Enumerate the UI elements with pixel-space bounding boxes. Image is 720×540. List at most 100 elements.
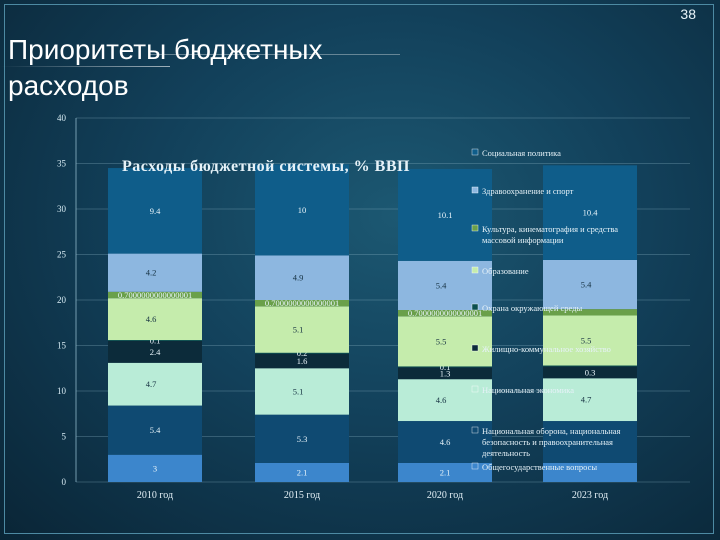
y-tick-label: 15 bbox=[57, 341, 67, 351]
data-label: 4.6 bbox=[436, 395, 447, 405]
legend-swatch bbox=[471, 224, 479, 232]
bar-segment bbox=[108, 340, 202, 363]
data-label: 5.4 bbox=[581, 280, 592, 290]
bar-segment bbox=[543, 165, 637, 260]
x-tick-label: 2020 год bbox=[427, 490, 463, 501]
data-label: 0.2 bbox=[297, 348, 308, 358]
data-label: 5.3 bbox=[297, 434, 308, 444]
bar-segment bbox=[108, 362, 202, 406]
legend-label: Культура, кинематография и средства bbox=[482, 224, 618, 234]
legend-swatch bbox=[471, 426, 479, 434]
bar-segment bbox=[255, 368, 349, 415]
data-label: 4.9 bbox=[293, 273, 304, 283]
bar-segment bbox=[108, 298, 202, 341]
bar-segment bbox=[398, 462, 492, 482]
bar-segment bbox=[398, 168, 492, 261]
data-label: 10.4 bbox=[583, 208, 599, 218]
bar-segment bbox=[108, 168, 202, 254]
legend-label: массовой информации bbox=[482, 235, 564, 245]
bar-segment bbox=[543, 315, 637, 366]
bar-segment bbox=[255, 462, 349, 482]
bar-segment bbox=[398, 367, 492, 380]
legend-swatch bbox=[471, 462, 479, 470]
data-label: 0.3 bbox=[585, 367, 596, 377]
data-label: 5.1 bbox=[293, 386, 304, 396]
data-label: 4.6 bbox=[440, 437, 451, 447]
bar-segment bbox=[543, 259, 637, 310]
data-label: 5.4 bbox=[436, 280, 447, 290]
legend-swatch bbox=[471, 385, 479, 393]
data-label: 4.7 bbox=[146, 379, 157, 389]
legend-label: безопасность и правоохранительная bbox=[482, 437, 613, 447]
bar-segment bbox=[255, 353, 349, 369]
bar-segment bbox=[255, 164, 349, 256]
legend-label: Охрана окружающей среды bbox=[482, 303, 583, 313]
legend-label: Национальная оборона, национальная bbox=[482, 426, 621, 436]
data-label: 1.3 bbox=[440, 368, 451, 378]
data-label: 2.4 bbox=[150, 347, 161, 357]
bar-segment bbox=[543, 462, 637, 482]
data-label: 9.4 bbox=[150, 206, 161, 216]
legend-swatch bbox=[471, 148, 479, 156]
bar-segment bbox=[255, 300, 349, 307]
data-label: 5.5 bbox=[581, 335, 592, 345]
bar-segment bbox=[108, 291, 202, 299]
page-number: 38 bbox=[680, 6, 696, 22]
bar-segment bbox=[108, 405, 202, 455]
title-decor-line-2 bbox=[150, 54, 400, 55]
bar-segment bbox=[398, 310, 492, 317]
y-tick-label: 10 bbox=[57, 386, 67, 396]
legend-swatch bbox=[471, 303, 479, 311]
data-label: 2.1 bbox=[297, 467, 308, 477]
data-label: 3 bbox=[153, 463, 157, 473]
bar-segment bbox=[543, 366, 637, 379]
data-label: 1.6 bbox=[297, 356, 308, 366]
bar-segment bbox=[543, 421, 637, 463]
bar-segment bbox=[108, 340, 202, 341]
bar-segment bbox=[398, 366, 492, 368]
data-label: 0.7000000000000001 bbox=[118, 290, 192, 300]
bar-segment bbox=[255, 352, 349, 354]
bar-segment bbox=[398, 316, 492, 367]
chart-title: Расходы бюджетной системы, % ВВП bbox=[122, 158, 410, 175]
bar-segment bbox=[543, 365, 637, 367]
data-label: 2.1 bbox=[440, 467, 451, 477]
y-tick-label: 35 bbox=[57, 159, 67, 169]
data-label: 5.4 bbox=[150, 425, 161, 435]
x-tick-label: 2023 год bbox=[572, 490, 608, 501]
legend-label: Образование bbox=[482, 266, 529, 276]
data-label: 0.7000000000000001 bbox=[265, 298, 339, 308]
data-label: 0.1 bbox=[150, 335, 161, 345]
data-label: 0.1 bbox=[440, 362, 451, 372]
bar-segment bbox=[108, 253, 202, 292]
legend-swatch bbox=[471, 266, 479, 274]
bar-segment bbox=[255, 255, 349, 300]
y-tick-label: 5 bbox=[62, 432, 67, 442]
title-decor-line bbox=[0, 66, 170, 67]
y-tick-label: 25 bbox=[57, 250, 67, 260]
data-label: 5.5 bbox=[436, 336, 447, 346]
data-label: 0.7000000000000001 bbox=[408, 308, 482, 318]
slide-frame bbox=[4, 4, 714, 534]
data-label: 4.6 bbox=[146, 314, 157, 324]
data-label: 10 bbox=[298, 205, 307, 215]
bar-segment bbox=[543, 378, 637, 422]
legend-label: Социальная политика bbox=[482, 148, 561, 158]
legend-label: Национальная экономика bbox=[482, 385, 574, 395]
slide-title: Приоритеты бюджетных расходов bbox=[8, 34, 323, 101]
data-label: 4.7 bbox=[581, 395, 592, 405]
legend-label: Здравоохранение и спорт bbox=[482, 186, 574, 196]
y-tick-label: 20 bbox=[57, 295, 67, 305]
legend-label: Общегосударственные вопросы bbox=[482, 462, 597, 472]
data-label: 4.2 bbox=[146, 268, 157, 278]
bar-segment bbox=[255, 414, 349, 463]
data-label: 10.1 bbox=[438, 210, 453, 220]
legend-swatch bbox=[471, 186, 479, 194]
legend-label: деятельность bbox=[482, 448, 530, 458]
bar-segment bbox=[543, 309, 637, 316]
x-tick-label: 2015 год bbox=[284, 490, 320, 501]
y-tick-label: 30 bbox=[57, 204, 67, 214]
data-label: 5.1 bbox=[293, 325, 304, 335]
bar-segment bbox=[108, 454, 202, 482]
